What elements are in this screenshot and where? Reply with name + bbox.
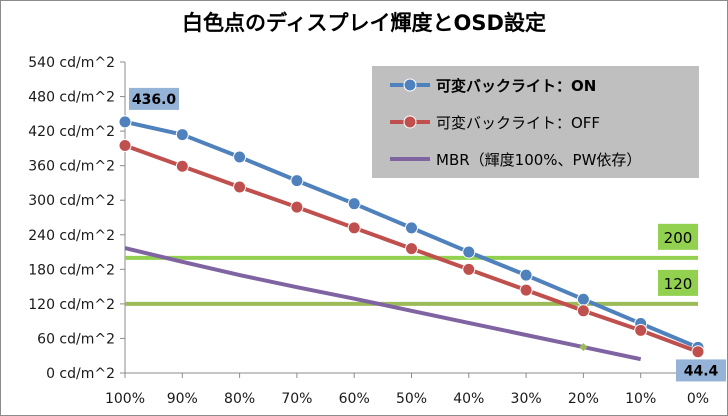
data-point xyxy=(290,174,304,188)
data-point xyxy=(175,159,189,173)
series-line-2 xyxy=(124,246,642,362)
x-tick-label: 80% xyxy=(224,391,255,407)
y-tick-label: 240 cd/m^2 xyxy=(28,228,115,244)
data-label: 436.0 xyxy=(132,92,177,108)
x-tick-label: 60% xyxy=(339,391,370,407)
data-point xyxy=(290,200,304,214)
data-point xyxy=(233,150,247,164)
reference-lines: 200 120 xyxy=(125,223,698,306)
legend-swatch-marker xyxy=(403,78,417,92)
chart-title: 白色点のディスプレイ輝度とOSD設定 xyxy=(182,11,546,35)
y-tick-label: 540 cd/m^2 xyxy=(28,55,115,71)
x-tick-label: 30% xyxy=(511,391,542,407)
reference-label-box xyxy=(658,269,698,296)
data-point xyxy=(405,221,418,235)
data-point xyxy=(576,304,590,318)
data-point xyxy=(233,180,247,194)
x-tick-label: 0% xyxy=(687,391,709,407)
x-tick-label: 10% xyxy=(625,391,656,407)
annotations: 436.0 44.4 xyxy=(129,87,726,382)
data-point xyxy=(175,128,189,142)
y-tick-label: 300 cd/m^2 xyxy=(28,193,115,209)
axes xyxy=(120,61,699,378)
data-label-box xyxy=(676,359,726,382)
legend-label: 可変バックライト：OFF xyxy=(436,114,600,132)
x-tick-labels: 100% 90% 80% 70% 60% 50% 40% 30% 20% 10% 0% xyxy=(105,391,709,407)
data-point xyxy=(405,242,418,256)
data-point xyxy=(576,292,590,306)
legend-label: 可変バックライト：ON xyxy=(436,77,596,95)
y-tick-label: 0 cd/m^2 xyxy=(46,366,115,382)
data-point xyxy=(691,345,705,359)
y-tick-label: 480 cd/m^2 xyxy=(28,90,115,106)
x-tick-label: 70% xyxy=(281,391,312,407)
data-point xyxy=(347,221,361,235)
reference-label: 120 xyxy=(664,275,693,293)
data-point xyxy=(347,197,361,211)
y-tick-label: 60 cd/m^2 xyxy=(37,331,115,347)
data-point xyxy=(118,115,132,129)
series-lines xyxy=(118,115,705,362)
legend: 可変バックライト：ON 可変バックライト：OFF MBR（輝度100%、PW依存） xyxy=(372,66,699,178)
reference-label-box xyxy=(658,223,698,250)
y-tick-label: 360 cd/m^2 xyxy=(28,159,115,175)
y-tick-label: 120 cd/m^2 xyxy=(28,297,115,313)
data-point xyxy=(519,283,533,297)
data-label-box xyxy=(129,87,179,110)
legend-label: MBR（輝度100%、PW依存） xyxy=(436,151,641,169)
data-point xyxy=(462,245,476,259)
data-label: 44.4 xyxy=(684,363,719,379)
data-point xyxy=(519,268,533,282)
x-tick-label: 40% xyxy=(453,391,484,407)
x-tick-label: 50% xyxy=(396,391,427,407)
data-point xyxy=(634,323,648,337)
x-tick-label: 90% xyxy=(167,391,198,407)
data-point xyxy=(579,343,588,352)
y-tick-labels: 0 cd/m^2 60 cd/m^2 120 cd/m^2 180 cd/m^2 240… xyxy=(28,55,115,382)
x-tick-label: 20% xyxy=(568,391,599,407)
x-tick-label: 100% xyxy=(105,391,145,407)
y-tick-label: 420 cd/m^2 xyxy=(28,124,115,140)
data-point xyxy=(462,262,476,276)
legend-swatch-marker xyxy=(403,115,417,129)
reference-label: 200 xyxy=(664,229,693,247)
y-tick-label: 180 cd/m^2 xyxy=(28,262,115,278)
data-point xyxy=(118,139,132,153)
